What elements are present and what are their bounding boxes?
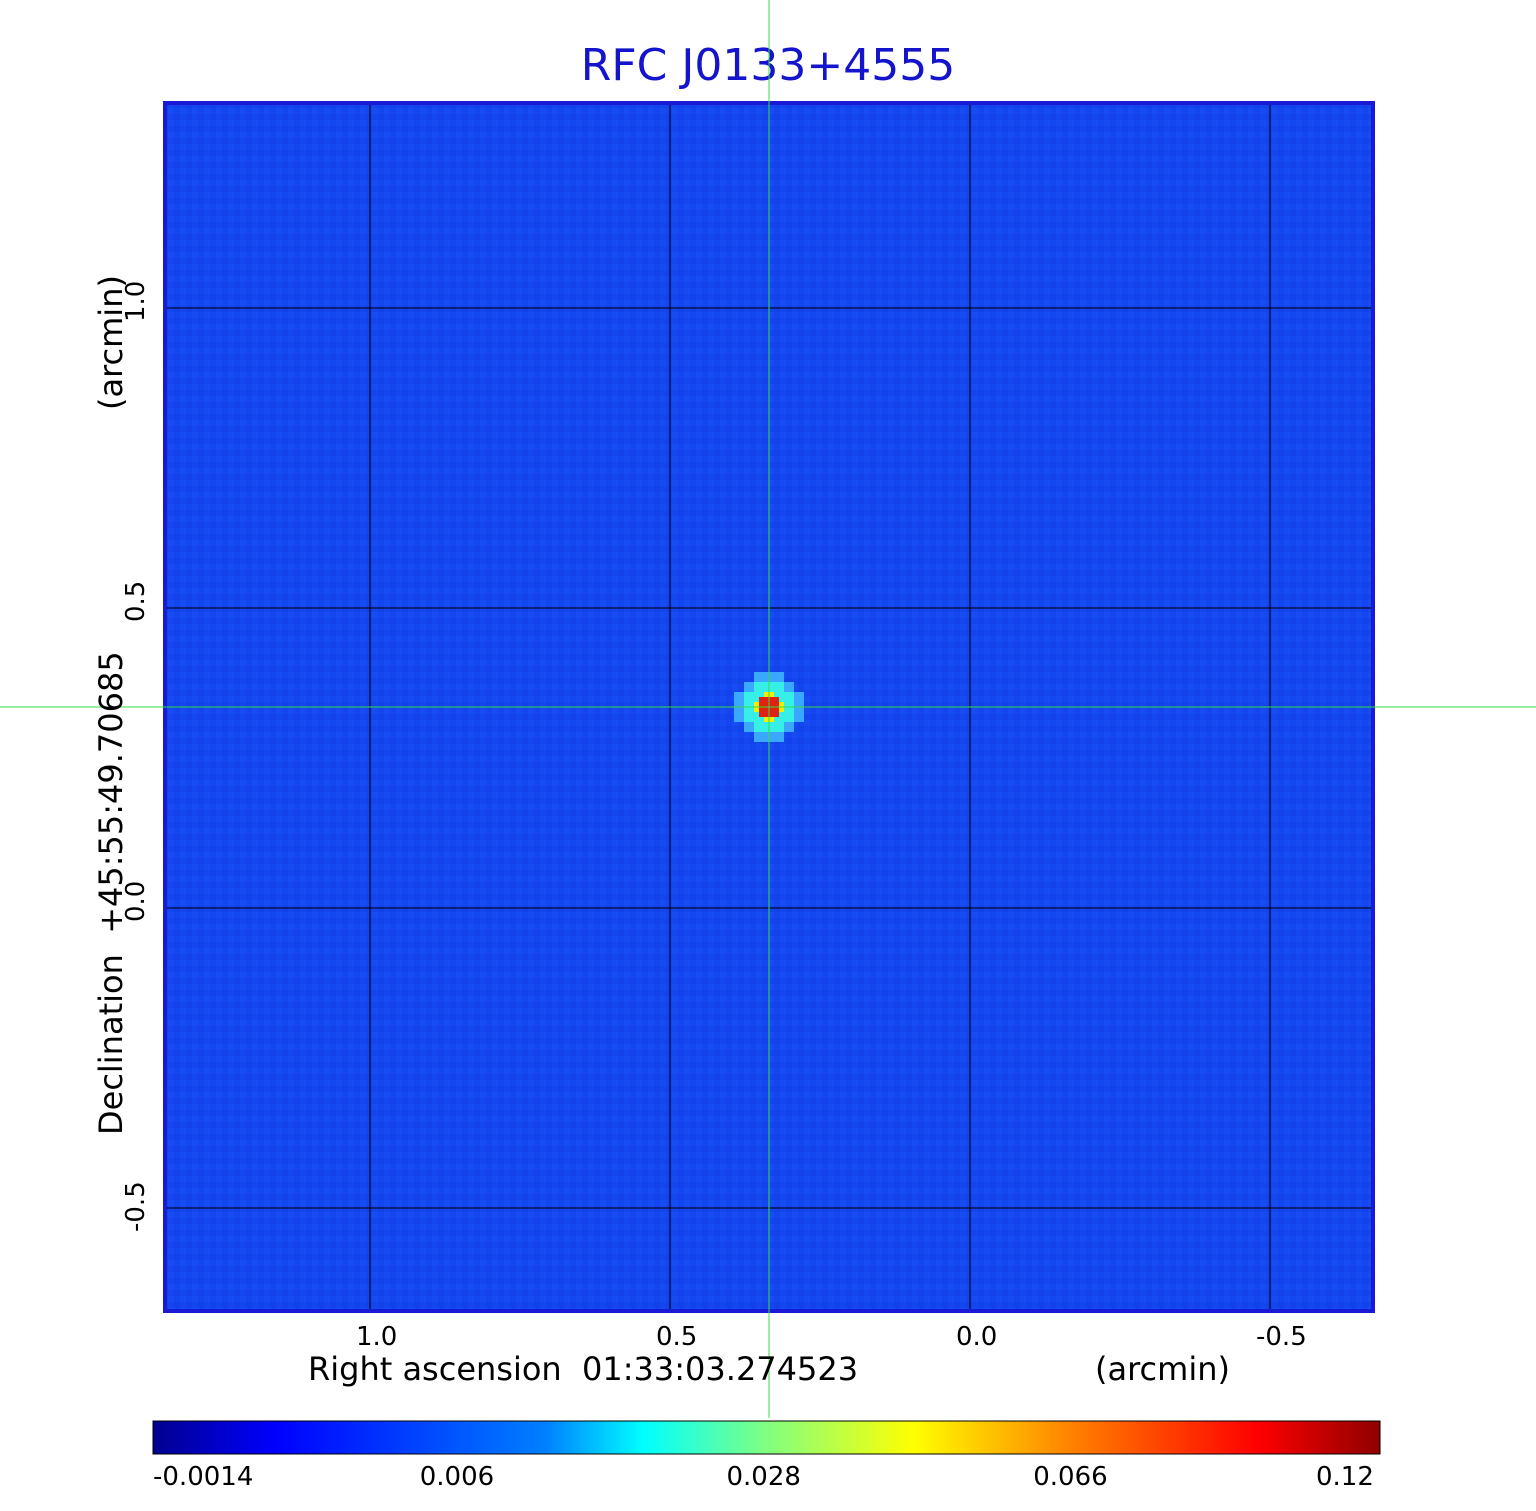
y-axis-unit: (arcmin)	[92, 275, 130, 410]
source-pixel	[784, 682, 794, 692]
source-pixel	[774, 672, 784, 682]
x-tick-label: 0.0	[956, 1322, 998, 1352]
source-pixel	[754, 682, 764, 692]
x-axis-label: Right ascension 01:33:03.274523	[308, 1350, 859, 1388]
source-pixel	[794, 692, 804, 702]
source-pixel	[754, 672, 764, 682]
x-axis-unit: (arcmin)	[1095, 1350, 1230, 1388]
source-pixel	[734, 692, 744, 702]
source-pixel	[774, 682, 784, 692]
source-pixel	[774, 732, 784, 742]
source-pixel	[744, 722, 754, 732]
source-pixel	[784, 712, 794, 722]
colorbar-tick-label: 0.006	[419, 1462, 495, 1492]
source-pixel	[754, 732, 764, 742]
source-pixel	[744, 682, 754, 692]
y-tick-label: 0.5	[121, 580, 151, 622]
crosshair	[0, 0, 1536, 1418]
source-pixel	[784, 692, 794, 702]
colorbar	[152, 1420, 1381, 1455]
source-pixel	[744, 692, 754, 702]
colorbar-tick-label: -0.0014	[153, 1462, 254, 1492]
source-pixel	[744, 712, 754, 722]
colorbar-tick-label: 0.028	[726, 1462, 801, 1492]
colorbar-tick-label: 0.066	[1033, 1462, 1108, 1492]
source-pixel	[794, 712, 804, 722]
source-pixel	[734, 712, 744, 722]
x-tick-label: 1.0	[356, 1322, 398, 1352]
y-axis-label: Declination +45:55:49.70685	[92, 651, 130, 1135]
x-tick-label: -0.5	[1256, 1322, 1307, 1352]
source-pixel	[774, 722, 784, 732]
source-pixel	[754, 722, 764, 732]
y-tick-label: -0.5	[121, 1181, 151, 1232]
chart-title: RFC J0133+4555	[580, 40, 956, 91]
x-tick-label: 0.5	[656, 1322, 698, 1352]
source-pixel	[784, 722, 794, 732]
colorbar-tick-label: 0.12	[1316, 1462, 1374, 1492]
